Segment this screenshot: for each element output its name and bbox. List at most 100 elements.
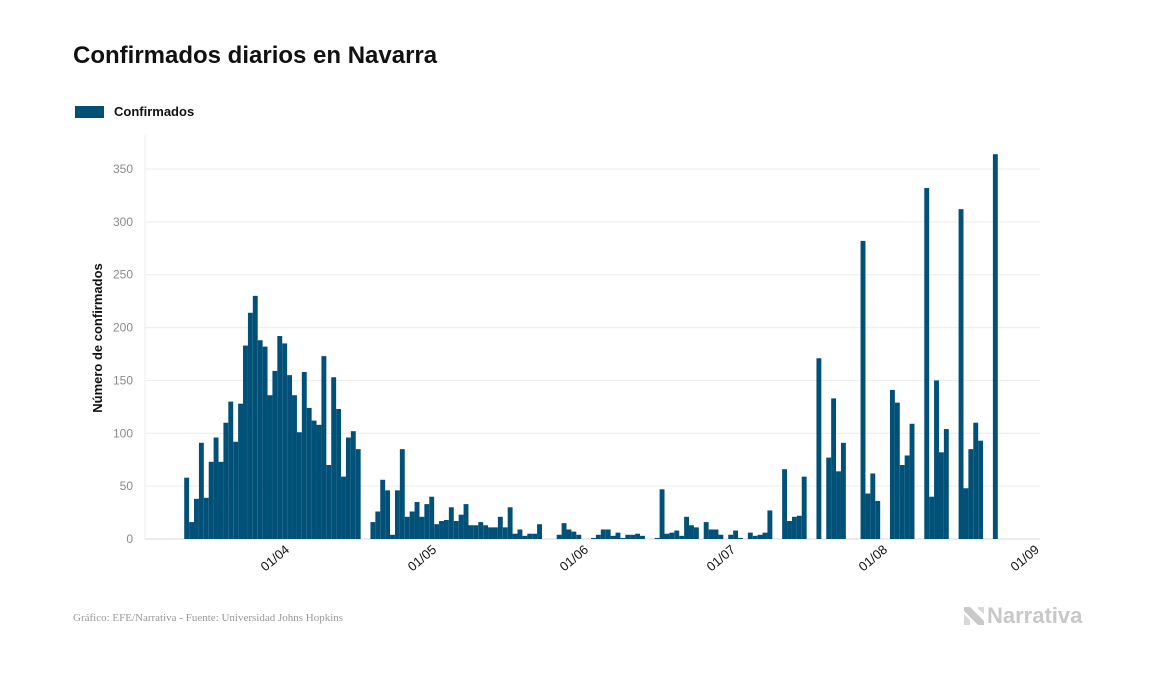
bar [801,476,807,539]
bar [973,422,979,539]
bar [443,519,449,539]
y-tick-label: 250 [113,268,133,282]
bar [816,358,822,539]
bar [625,534,631,539]
bar [488,527,493,539]
bar [875,500,881,539]
bar [787,521,792,539]
bar [703,522,709,539]
bar [341,476,346,539]
bar [605,529,611,539]
bar [831,398,837,539]
y-tick-label: 0 [126,532,133,546]
bar [620,537,626,539]
bar [865,493,871,539]
bar [796,515,802,539]
bar [747,532,753,539]
bar [507,507,513,539]
bar [252,295,258,539]
bar [669,532,675,539]
source-footer: Gráfico: EFE/Narrativa - Fuente: Univers… [73,612,344,624]
bar [708,529,714,539]
bar [938,452,944,539]
bar [473,525,479,539]
bar [836,471,841,539]
bar [610,535,616,539]
bar [674,530,680,539]
bar [870,473,876,539]
bar [635,533,641,539]
bar [595,534,601,539]
bar [713,529,719,539]
x-tick-label: 01/07 [704,542,739,574]
bar [904,455,910,539]
bar [571,531,577,539]
bar [929,496,935,539]
bar [419,516,425,539]
bar [282,343,288,539]
bar [934,380,939,539]
bar [404,516,410,539]
bar [963,488,969,539]
bar [198,442,204,539]
bar [350,431,356,539]
bar [287,375,293,539]
x-axis-ticks: 01/04 01/05 01/06 01/07 01/08 01/09 [258,542,1042,574]
bar [296,432,302,539]
bar [468,525,474,539]
bar [414,502,420,539]
bar [228,401,234,539]
bar [184,477,190,539]
bar [453,521,459,539]
bar [757,534,763,539]
bar [566,529,572,539]
bar [483,525,489,539]
bar [380,479,386,539]
bar [390,534,395,539]
bar [394,490,400,539]
bar [537,524,542,539]
bar [860,240,866,539]
bar [262,346,268,539]
bar [752,535,758,539]
bar [556,534,562,539]
bar [512,533,518,539]
bar [909,423,915,539]
bar [243,345,248,539]
bar [345,437,351,539]
bar [517,529,523,539]
bar [693,527,699,539]
bar [532,533,538,539]
bar [826,457,832,539]
bar [943,429,949,539]
bar [738,537,743,539]
bar [429,496,435,539]
bar [233,441,239,539]
bar [889,389,895,539]
bar [728,534,734,539]
bar [978,440,984,539]
bar [497,516,503,539]
x-tick-label: 01/08 [856,542,891,574]
bar [272,370,278,539]
bar [203,497,209,539]
bar [782,469,788,539]
bar [355,449,361,539]
bar [689,525,694,539]
bar [840,442,846,539]
bar [630,534,636,539]
narrativa-n-icon [964,607,984,625]
bar [968,449,974,539]
bar [992,154,998,539]
bar [492,527,498,539]
bar [894,402,900,539]
bar [527,533,533,539]
bar [463,504,469,539]
y-tick-label: 350 [113,162,133,176]
bar [434,524,440,539]
bar [522,535,528,539]
bar [640,535,645,539]
bar [439,521,444,539]
bar [679,535,685,539]
